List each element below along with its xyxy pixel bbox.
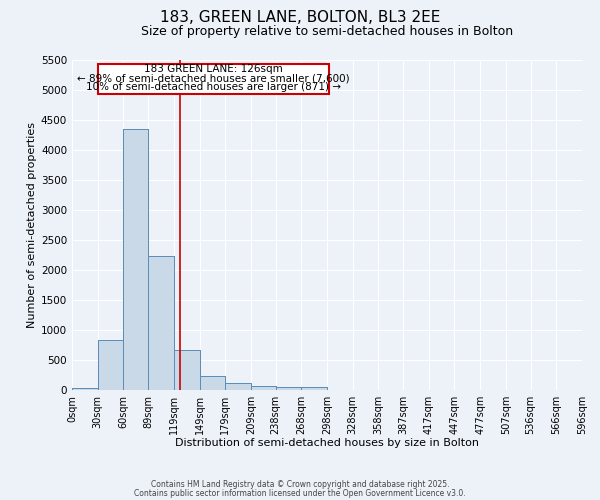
Bar: [72, 388, 98, 390]
Bar: [98, 340, 124, 390]
Bar: [225, 383, 251, 390]
Bar: [148, 256, 174, 390]
Bar: [251, 386, 275, 390]
Bar: [124, 129, 148, 390]
Bar: [174, 350, 199, 390]
Bar: [174, 350, 199, 390]
Text: 183, GREEN LANE, BOLTON, BL3 2EE: 183, GREEN LANE, BOLTON, BL3 2EE: [160, 10, 440, 25]
Bar: [148, 256, 174, 390]
Text: Contains public sector information licensed under the Open Government Licence v3: Contains public sector information licen…: [134, 488, 466, 498]
Bar: [199, 376, 225, 390]
Bar: [199, 376, 225, 390]
Text: 183 GREEN LANE: 126sqm: 183 GREEN LANE: 126sqm: [144, 64, 283, 74]
Text: Contains HM Land Registry data © Crown copyright and database right 2025.: Contains HM Land Registry data © Crown c…: [151, 480, 449, 489]
Bar: [301, 387, 327, 390]
FancyBboxPatch shape: [98, 64, 329, 94]
Y-axis label: Number of semi-detached properties: Number of semi-detached properties: [27, 122, 37, 328]
Bar: [275, 387, 301, 390]
Bar: [225, 383, 251, 390]
Title: Size of property relative to semi-detached houses in Bolton: Size of property relative to semi-detach…: [141, 25, 513, 38]
Bar: [124, 129, 148, 390]
Bar: [251, 386, 275, 390]
Bar: [72, 388, 98, 390]
Text: 10% of semi-detached houses are larger (871) →: 10% of semi-detached houses are larger (…: [86, 82, 341, 92]
Bar: [275, 387, 301, 390]
X-axis label: Distribution of semi-detached houses by size in Bolton: Distribution of semi-detached houses by …: [175, 438, 479, 448]
Text: ← 89% of semi-detached houses are smaller (7,600): ← 89% of semi-detached houses are smalle…: [77, 74, 350, 84]
Bar: [301, 387, 327, 390]
Bar: [98, 340, 124, 390]
